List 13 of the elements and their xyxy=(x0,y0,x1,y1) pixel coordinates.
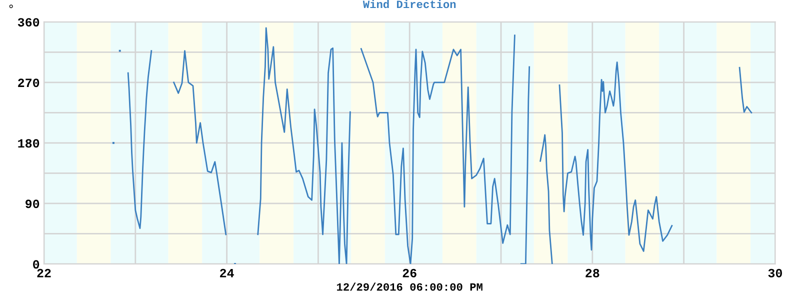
y-tick-label: 360 xyxy=(18,18,40,27)
chart-title: Wind Direction xyxy=(362,0,456,8)
x-tick-label: 24 xyxy=(220,268,234,278)
x-tick-label: 30 xyxy=(768,268,782,278)
y-tick-label: 0 xyxy=(33,260,40,269)
x-axis-title: 12/29/2016 06:00:00 PM xyxy=(336,282,482,291)
y-axis-title: ° xyxy=(9,4,13,8)
x-tick-label: 28 xyxy=(586,268,600,278)
x-tick-label: 26 xyxy=(402,268,416,278)
y-tick-label: 270 xyxy=(18,78,40,88)
y-tick-label: 90 xyxy=(26,200,40,208)
y-tick-label: 180 xyxy=(18,139,40,148)
x-tick-label: 22 xyxy=(37,268,51,278)
